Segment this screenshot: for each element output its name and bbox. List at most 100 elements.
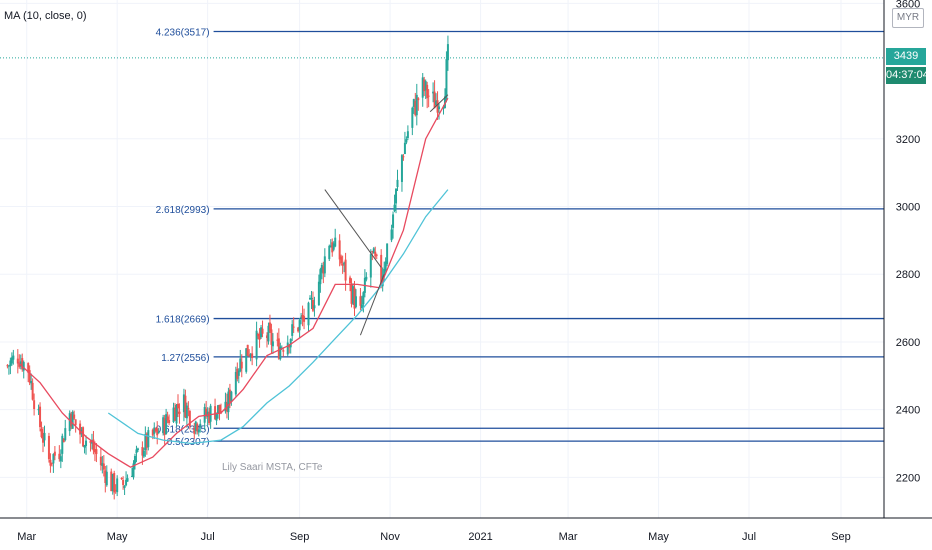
- candle-down: [340, 256, 343, 264]
- candle-up: [43, 432, 46, 441]
- candle-down: [74, 419, 77, 426]
- fib-level-label: 1.618(2669): [156, 315, 210, 326]
- candle-up: [175, 404, 178, 424]
- candle-up: [365, 276, 368, 280]
- moving-averages: [17, 97, 449, 468]
- candle-down: [322, 266, 325, 274]
- chart-grid: [0, 0, 884, 518]
- candle-up: [90, 442, 93, 444]
- candle-down: [248, 355, 251, 357]
- pattern-line-wedge: [429, 94, 449, 113]
- candle-up: [105, 471, 108, 486]
- candle-up: [392, 214, 395, 228]
- candle-up: [61, 435, 64, 454]
- candlestick-series: [6, 35, 449, 500]
- candle-up: [206, 411, 209, 417]
- fib-level-label: 0.618(2345): [156, 424, 210, 435]
- candle-down: [331, 242, 334, 253]
- candle-down: [176, 403, 179, 409]
- candle-down: [99, 456, 102, 466]
- pattern-line-upper: [324, 189, 382, 268]
- candle-up: [37, 408, 40, 411]
- y-tick-label: 3000: [896, 202, 920, 214]
- candle-up: [111, 473, 114, 491]
- candle-down: [251, 353, 254, 359]
- candle-up: [194, 421, 197, 431]
- candle-up: [298, 320, 301, 331]
- candle-up: [144, 434, 147, 450]
- candle-up: [343, 262, 346, 265]
- candle-up: [372, 248, 375, 254]
- candle-down: [236, 368, 239, 379]
- candle-down: [240, 361, 243, 369]
- x-tick-label: Sep: [290, 531, 310, 543]
- candle-up: [308, 297, 311, 300]
- candle-down: [47, 435, 50, 460]
- candle-down: [145, 433, 148, 448]
- candle-up: [384, 261, 387, 271]
- currency-button[interactable]: MYR: [892, 8, 924, 28]
- candle-down: [166, 416, 169, 421]
- x-tick-label: Jul: [201, 531, 215, 543]
- candle-up: [383, 268, 386, 276]
- candle-up: [300, 316, 303, 318]
- y-tick-label: 3600: [896, 0, 920, 10]
- watermark: Lily Saari MSTA, CFTe: [222, 462, 323, 473]
- candle-down: [39, 406, 42, 428]
- candle-up: [239, 358, 242, 372]
- candle-up: [237, 370, 240, 376]
- candle-down: [261, 328, 264, 334]
- candle-down: [214, 406, 217, 420]
- candle-up: [234, 371, 237, 395]
- candle-up: [217, 405, 220, 414]
- fib-level-label: 1.27(2556): [161, 353, 209, 364]
- candle-up: [83, 445, 86, 448]
- candle-down: [154, 428, 157, 432]
- candle-up: [123, 485, 126, 488]
- y-tick-label: 3200: [896, 134, 920, 146]
- candle-down: [110, 471, 113, 492]
- candle-down: [301, 314, 304, 319]
- candle-down: [114, 489, 117, 491]
- candle-up: [227, 391, 230, 413]
- candle-down: [73, 414, 76, 419]
- candle-down: [228, 389, 231, 403]
- candle-down: [33, 400, 36, 410]
- candle-up: [267, 325, 270, 342]
- candle-down: [31, 382, 34, 400]
- candle-down: [380, 254, 383, 284]
- candle-down: [16, 358, 19, 364]
- candle-up: [432, 91, 435, 94]
- candle-down: [258, 334, 261, 340]
- fib-level-label: 2.618(2993): [156, 205, 210, 216]
- candle-up: [320, 265, 323, 273]
- candle-up: [245, 348, 248, 372]
- candle-down: [359, 296, 362, 306]
- candle-down: [349, 277, 352, 284]
- ma-slow-line: [107, 189, 449, 445]
- candle-up: [405, 139, 408, 143]
- candle-down: [102, 463, 105, 470]
- candle-down: [402, 156, 405, 158]
- countdown-tag: 04:37:04: [886, 66, 929, 84]
- candle-down: [268, 322, 271, 331]
- candle-up: [153, 427, 156, 434]
- candle-down: [265, 335, 268, 338]
- candle-up: [415, 94, 418, 116]
- candle-up: [199, 423, 202, 428]
- candle-up: [10, 357, 13, 364]
- candle-up: [412, 99, 415, 107]
- candle-down: [374, 251, 377, 257]
- candle-up: [352, 286, 355, 304]
- candle-up: [319, 269, 322, 285]
- candle-down: [246, 344, 249, 356]
- x-tick-label: Mar: [17, 531, 36, 543]
- candle-down: [62, 438, 65, 443]
- candle-up: [438, 106, 441, 110]
- indicator-label[interactable]: MA (10, close, 0): [4, 10, 87, 22]
- candle-down: [49, 459, 52, 466]
- candle-up: [182, 394, 185, 413]
- candle-down: [187, 407, 190, 410]
